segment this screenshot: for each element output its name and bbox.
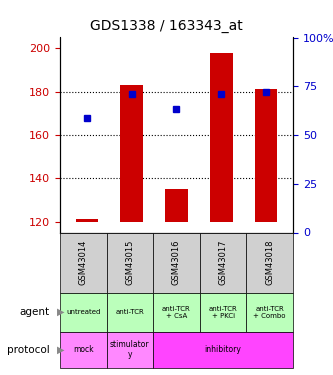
Text: anti-TCR
+ PKCi: anti-TCR + PKCi [209,306,237,319]
Bar [210,53,232,222]
Text: GDS1338 / 163343_at: GDS1338 / 163343_at [90,19,243,33]
Text: protocol: protocol [7,345,50,355]
Text: inhibitory: inhibitory [205,345,241,354]
Text: GSM43018: GSM43018 [265,240,274,285]
Text: stimulator
y: stimulator y [110,340,150,359]
Text: ▶: ▶ [57,307,64,317]
Text: anti-TCR
+ Combo: anti-TCR + Combo [253,306,286,319]
Text: GSM43016: GSM43016 [172,240,181,285]
Bar [255,90,277,222]
Text: anti-TCR: anti-TCR [116,309,144,315]
Text: anti-TCR
+ CsA: anti-TCR + CsA [162,306,191,319]
Bar [76,219,98,222]
Bar [165,189,188,222]
Text: mock: mock [73,345,94,354]
Text: ▶: ▶ [57,345,64,355]
Bar [121,85,143,222]
Text: GSM43017: GSM43017 [218,240,228,285]
Text: GSM43015: GSM43015 [125,240,135,285]
Text: GSM43014: GSM43014 [79,240,88,285]
Text: agent: agent [20,307,50,317]
Text: untreated: untreated [66,309,101,315]
